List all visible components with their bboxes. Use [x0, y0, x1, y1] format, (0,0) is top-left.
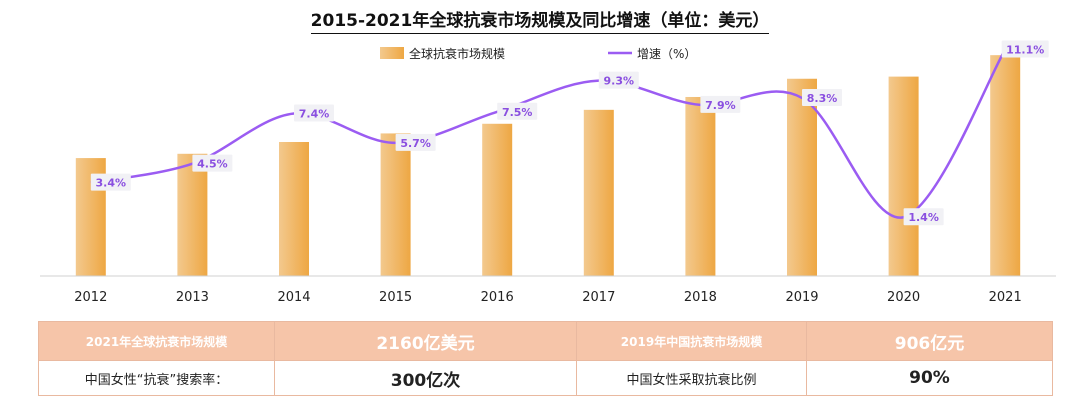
growth-label: 7.5% — [502, 106, 533, 119]
x-tick-label: 2019 — [785, 290, 818, 305]
summary-value: 90% — [806, 360, 1053, 396]
x-tick-label: 2014 — [277, 290, 310, 305]
bar — [177, 153, 208, 276]
summary-label: 中国女性“抗衰”搜索率： — [38, 360, 275, 396]
summary-value: 906亿元 — [806, 321, 1053, 361]
growth-label: 7.4% — [299, 108, 330, 121]
growth-line — [90, 48, 1007, 219]
legend-bar-label: 全球抗衰市场规模 — [409, 46, 505, 61]
growth-label-bg — [90, 173, 131, 191]
summary-value: 300亿次 — [274, 360, 577, 396]
bar — [888, 76, 919, 276]
chart-title-text: 2015-2021年全球抗衰市场规模及同比增速（单位：美元） — [310, 6, 770, 34]
x-tick-label: 2012 — [74, 290, 107, 305]
summary-table: 2021年全球抗衰市场规模 2160亿美元 2019年中国抗衰市场规模 906亿… — [38, 321, 1053, 396]
bar — [685, 96, 716, 276]
growth-label: 11.1% — [1006, 44, 1044, 57]
x-axis-ticks: 2012 2013 2014 2015 2016 2017 2018 2019 2020 2021 — [74, 290, 1021, 305]
x-tick-label: 2016 — [481, 290, 514, 305]
x-tick-label: 2017 — [582, 290, 615, 305]
growth-label-bg — [294, 104, 334, 122]
bar — [279, 142, 309, 276]
x-tick-label: 2018 — [684, 290, 717, 305]
growth-label-bg — [903, 208, 944, 226]
bar — [380, 133, 411, 276]
growth-label-bg — [700, 95, 741, 113]
legend: 全球抗衰市场规模 增速（%） — [380, 46, 696, 61]
growth-label-bg — [1001, 40, 1049, 58]
legend-bar-swatch — [380, 47, 404, 59]
bar — [990, 55, 1021, 276]
summary-row-2: 中国女性“抗衰”搜索率： 300亿次 中国女性采取抗衰比例 90% — [38, 360, 1053, 396]
bar — [583, 109, 614, 276]
x-tick-label: 2021 — [989, 290, 1022, 305]
growth-label-bg — [192, 154, 233, 172]
growth-label: 4.5% — [197, 158, 228, 171]
growth-label: 8.3% — [807, 92, 838, 105]
combo-chart: 全球抗衰市场规模 增速（%） 2012 2013 2014 2015 2016 2017 20… — [40, 40, 1056, 305]
summary-row-1: 2021年全球抗衰市场规模 2160亿美元 2019年中国抗衰市场规模 906亿… — [38, 321, 1053, 361]
growth-label: 3.4% — [96, 177, 127, 190]
growth-label: 7.9% — [705, 99, 736, 112]
bar — [482, 123, 513, 276]
x-tick-label: 2013 — [176, 290, 209, 305]
summary-label: 2019年中国抗衰市场规模 — [576, 321, 807, 361]
x-tick-label: 2020 — [887, 290, 920, 305]
growth-label-bg — [802, 88, 842, 106]
growth-label-bg — [497, 102, 538, 120]
growth-label-bg — [395, 133, 436, 151]
summary-label: 中国女性采取抗衰比例 — [576, 360, 807, 396]
growth-label-bg — [598, 71, 639, 89]
growth-labels: 3.4% 4.5% 7.4% 5.7% 7.5% 9.3% 7.9% 8.3% 1.4% 11.1… — [90, 40, 1049, 226]
summary-label: 2021年全球抗衰市场规模 — [38, 321, 275, 361]
chart-title: 2015-2021年全球抗衰市场规模及同比增速（单位：美元） — [0, 6, 1080, 34]
summary-value: 2160亿美元 — [274, 321, 577, 361]
growth-label: 9.3% — [604, 75, 635, 88]
x-tick-label: 2015 — [379, 290, 412, 305]
legend-line-label: 增速（%） — [637, 47, 696, 61]
growth-label: 1.4% — [908, 211, 939, 224]
growth-label: 5.7% — [400, 137, 431, 150]
bar — [787, 78, 817, 276]
